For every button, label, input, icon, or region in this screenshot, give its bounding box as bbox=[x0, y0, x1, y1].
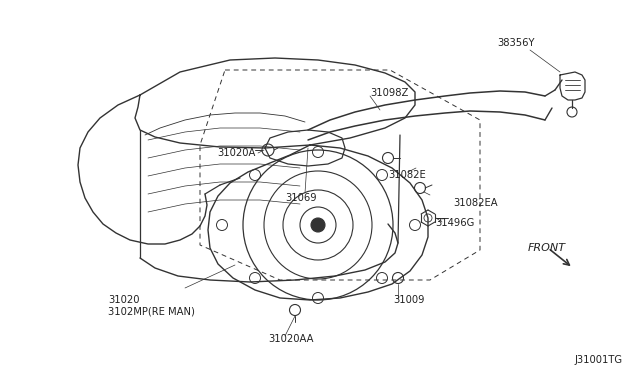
Text: 31020: 31020 bbox=[108, 295, 140, 305]
Text: 31009: 31009 bbox=[393, 295, 424, 305]
Text: 3102MP(RE MAN): 3102MP(RE MAN) bbox=[108, 307, 195, 317]
Circle shape bbox=[311, 218, 325, 232]
Text: 31496G: 31496G bbox=[435, 218, 474, 228]
Text: J31001TG: J31001TG bbox=[575, 355, 623, 365]
Text: 31069: 31069 bbox=[285, 193, 317, 203]
Text: 31082E: 31082E bbox=[388, 170, 426, 180]
Text: 31020A: 31020A bbox=[217, 148, 255, 158]
Text: 38356Y: 38356Y bbox=[497, 38, 534, 48]
Text: 31082EA: 31082EA bbox=[453, 198, 498, 208]
Text: 31098Z: 31098Z bbox=[370, 88, 408, 98]
Text: 31020AA: 31020AA bbox=[268, 334, 314, 344]
Text: FRONT: FRONT bbox=[528, 243, 566, 253]
